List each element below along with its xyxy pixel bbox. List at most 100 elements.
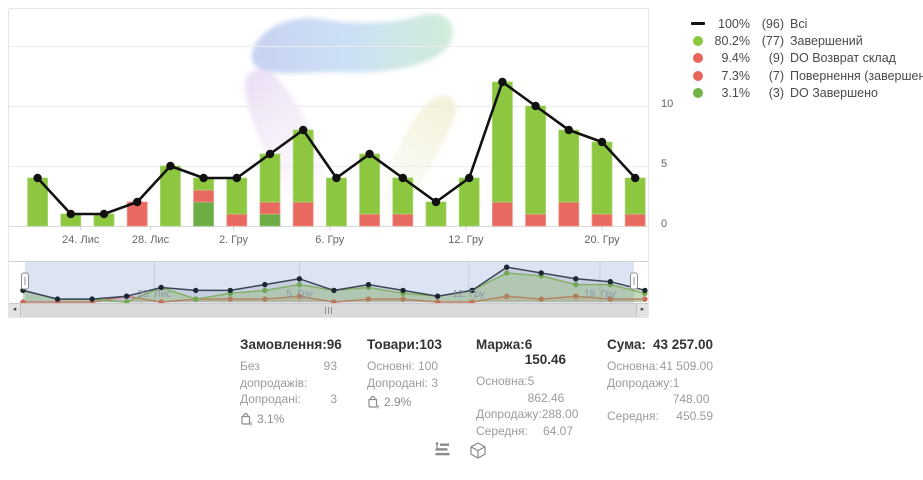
legend-label: Повернення (завершений) [790,68,923,83]
scrollbar-thumb[interactable] [20,304,637,317]
data-point[interactable] [199,173,208,183]
stats-row-value: 100 [417,359,438,373]
navigator-point [504,270,510,276]
navigator-point [400,287,406,294]
y-tick-label: 5 [661,158,668,170]
data-point[interactable] [133,197,142,207]
bar-segment[interactable] [591,213,613,227]
x-tick-label: 28. Лис [132,234,170,246]
navigator-area [23,267,645,302]
x-tick-label: 12. Гру [448,234,484,246]
bar-segment[interactable] [558,201,580,227]
navigator-point [262,296,268,302]
data-point[interactable] [166,161,175,171]
range-handle-right[interactable] [630,272,638,290]
y-tick-label: 10 [661,98,674,110]
data-point[interactable] [597,137,607,147]
legend-item[interactable]: 9.4% (9) DO Возврат склад [690,50,918,67]
stats-list-button[interactable] [433,441,453,459]
stats-header: Сума: 43 257.00 [607,337,713,352]
bar-segment[interactable] [491,201,513,227]
bar-segment[interactable] [226,213,248,227]
navigator-point [365,296,372,302]
data-point[interactable] [66,209,75,219]
svg-text:x: x [250,420,254,426]
data-point[interactable] [299,125,308,135]
range-handle-left[interactable] [21,272,29,290]
data-point[interactable] [265,149,275,159]
bar-segment[interactable] [558,129,580,203]
scroll-left-icon[interactable]: ◂ [12,306,17,313]
stats-row-value: 41 509.00 [659,359,713,373]
navigator-point [89,296,95,302]
data-point[interactable] [332,173,341,183]
navigator-point [158,299,164,303]
stats-value: 43 257.00 [652,337,713,352]
stats-header: Замовлення: 96 [240,337,342,352]
bar-segment[interactable] [525,213,546,227]
bar-segment[interactable] [259,153,281,203]
data-point[interactable] [465,173,474,183]
bar-segment[interactable] [624,177,646,215]
navigator-point [607,296,614,302]
scroll-right-icon[interactable]: ▸ [640,306,645,313]
bar-segment[interactable] [591,141,613,215]
stats-value: 6 150.46 [524,337,567,367]
data-point[interactable] [33,173,42,183]
data-point[interactable] [631,173,640,183]
data-point[interactable] [398,173,407,183]
data-point[interactable] [232,173,241,183]
bar-segment[interactable] [458,177,480,227]
navigator-point [262,281,268,288]
legend-item[interactable]: 100% (96) Всі [690,15,918,32]
navigator-tick-label: 28. Лис [137,289,171,300]
navigator-point [642,287,648,294]
data-point[interactable] [365,149,374,159]
upsell-rate-badge: x 2.9% [367,394,438,410]
bar-segment[interactable] [359,153,381,215]
stats-row-value: 3 [431,375,438,390]
data-point[interactable] [531,101,540,111]
bag-x-icon: x [368,395,380,409]
navigator-point [193,296,199,302]
legend-item[interactable]: 7.3% (7) Повернення (завершений) [690,67,923,84]
bar-segment[interactable] [259,213,281,227]
bar-segment[interactable] [359,213,381,227]
stats-title: Сума: [607,337,646,352]
data-point[interactable] [431,197,441,207]
navigator-point [262,287,268,294]
bar-segment[interactable] [624,213,646,227]
data-point[interactable] [564,125,573,135]
stats-column: Сума: 43 257.00 Основна: 41 509.00 Допродажу… [607,337,713,424]
legend-item[interactable]: 80.2% (77) Завершений [690,32,918,49]
stats-row-label: Основна: [476,374,528,388]
stats-row-label: Основні: [367,359,415,373]
bar-segment[interactable] [193,189,215,203]
bar-segment[interactable] [525,105,546,215]
stats-row-label: Середня: [607,408,659,423]
legend-label: DO Завершено [790,85,878,100]
stats-title: Товари: [367,337,420,352]
package-button[interactable] [468,441,488,459]
bar-segment[interactable] [259,201,281,215]
horizontal-scrollbar[interactable]: ◂ ▸ [9,303,648,317]
legend-percent: 100% [718,16,750,31]
bar-segment[interactable] [292,201,314,227]
stats-value: 96 [326,337,342,352]
legend-item[interactable]: 3.1% (3) DO Завершено [690,84,918,101]
bar-segment[interactable] [392,213,414,227]
bar-segment[interactable] [193,201,215,227]
stats-row: Середня: 64.07 [476,423,573,440]
upsell-rate-value: 2.9% [384,395,412,409]
data-point[interactable] [498,77,507,87]
bar-segment[interactable] [325,177,347,227]
stats-row-value: 450.59 [676,408,713,423]
data-point[interactable] [99,209,109,219]
x-tick-label: 24. Лис [62,234,100,246]
stats-row: Допродані: 3 [367,375,438,392]
legend-count: (9) [768,51,784,66]
navigator-point [296,276,303,282]
bar-segment[interactable] [226,177,248,215]
main-chart: 24. Лис 28. Лис 2. Гру 6. Гру 12. Гру 20. Гру [9,46,648,246]
stats-row-label: Допродані: [367,375,428,390]
